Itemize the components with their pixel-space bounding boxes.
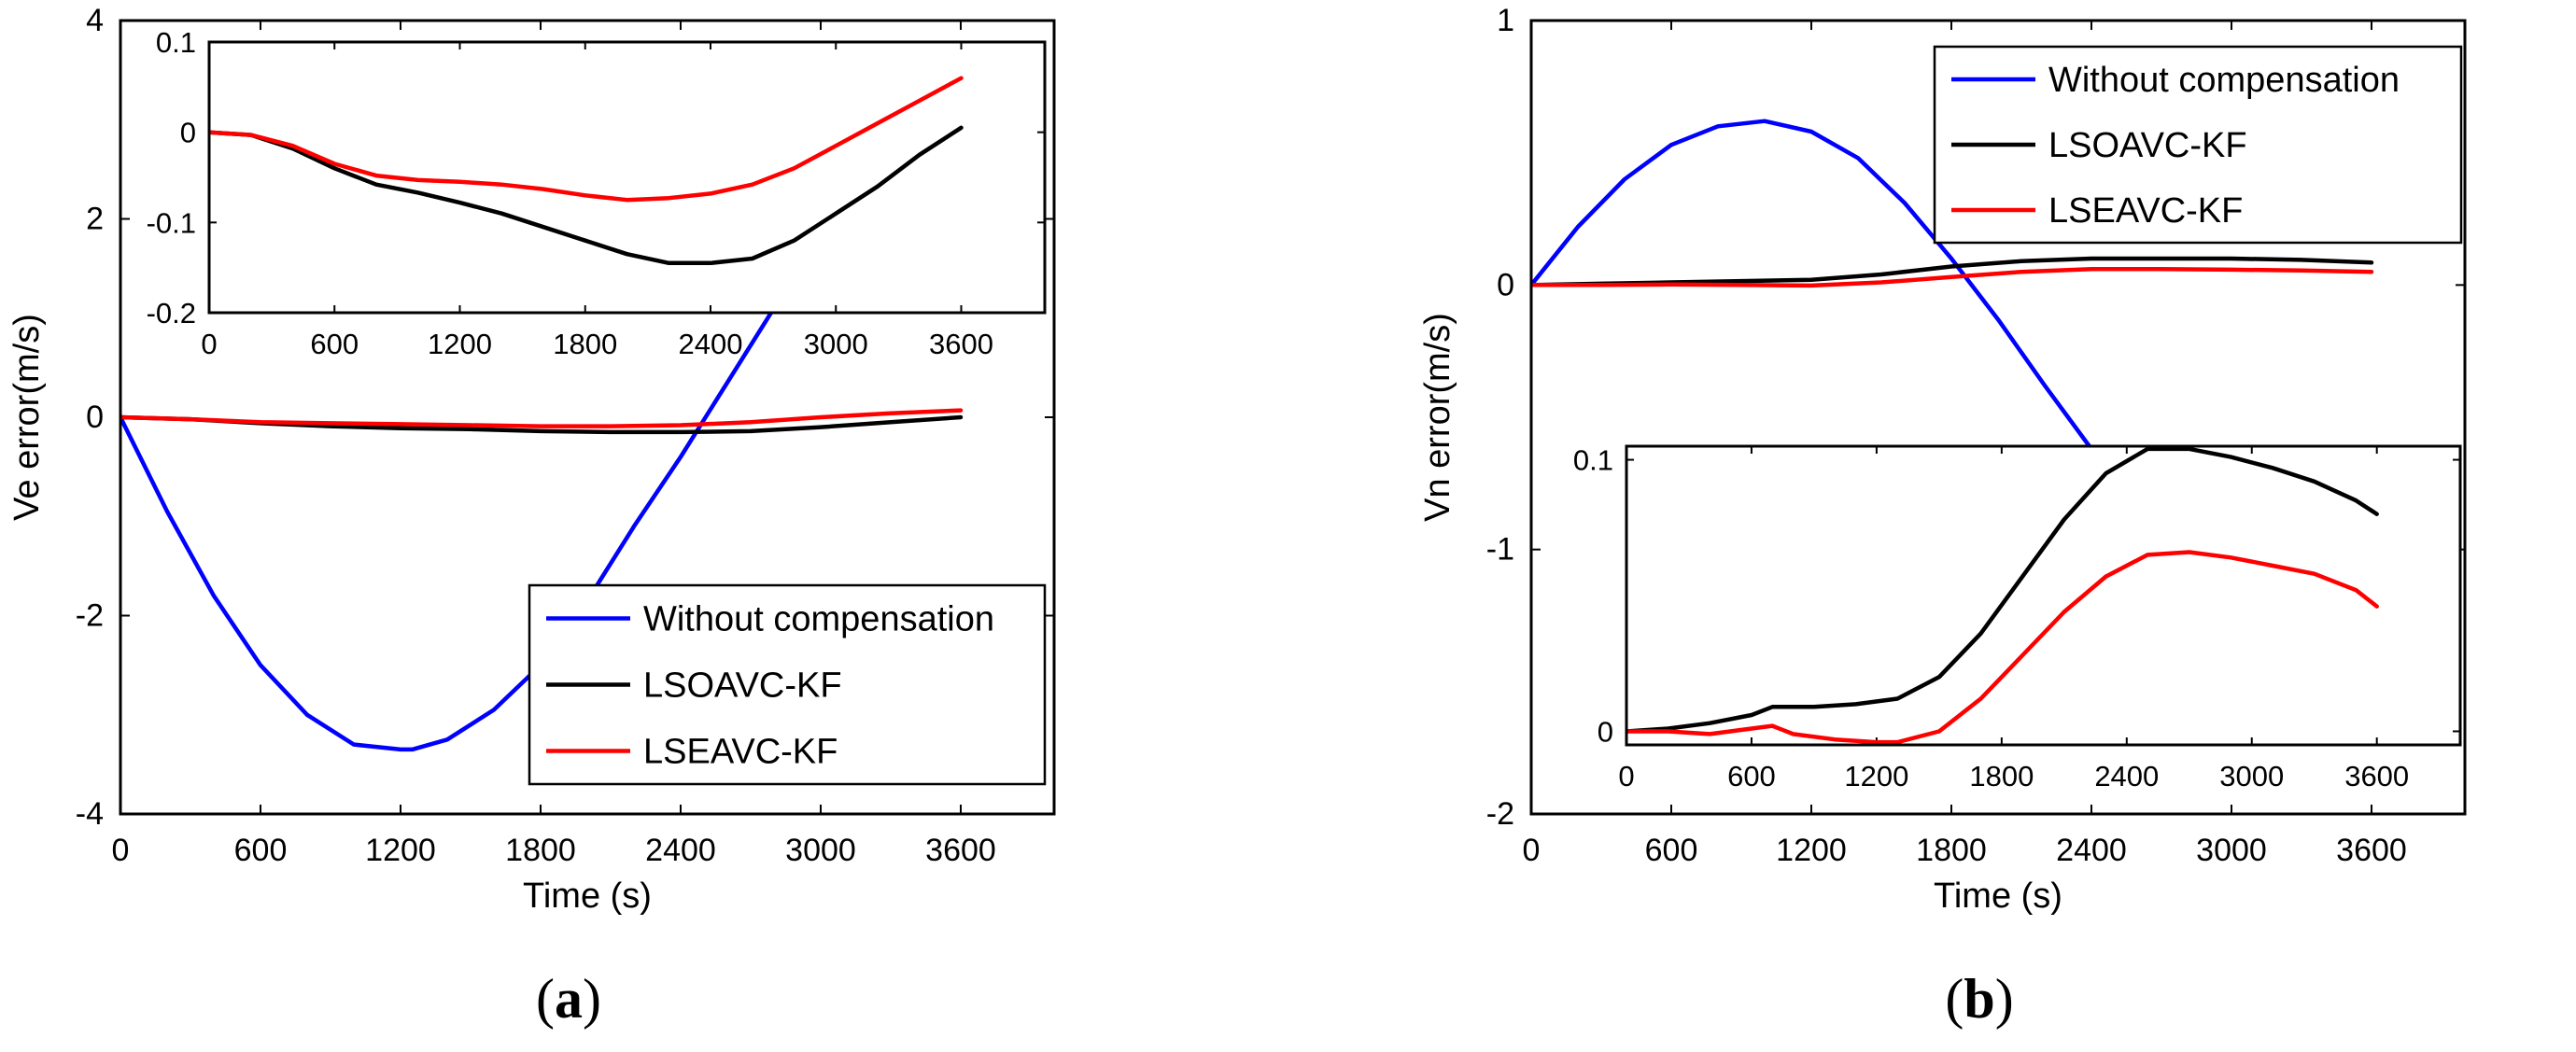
panel-a-inset-background — [209, 42, 1045, 313]
chart-panel-a: 0 600 1200 1800 2400 3000 3600 -4 -2 0 2 4 Time (s) V… — [7, 3, 1056, 1030]
panel-b-inset-background — [1626, 446, 2460, 745]
panel-b-y-tick-label: 1 — [1497, 3, 1514, 38]
panel-a-inset: 0 600 1200 1800 2400 3000 3600 -0.2 -0.1 0 0.1 — [147, 26, 1047, 360]
panel-b-inset-x-tick-label: 3000 — [2219, 760, 2284, 793]
panel-a-inset-x-tick-label: 0 — [201, 328, 217, 360]
panel-b-x-axis-label: Time (s) — [1934, 877, 2062, 916]
panel-a-x-tick-label: 1200 — [365, 833, 436, 868]
chart-panel-b: 0 600 1200 1800 2400 3000 3600 -2 -1 0 1 Time (s) Vn… — [1418, 3, 2467, 1030]
panel-a-y-tick-label: 4 — [86, 3, 104, 38]
panel-a-inset-y-tick-label: -0.1 — [147, 206, 196, 239]
panel-a-legend-label-lseavc-kf: LSEAVC-KF — [643, 733, 838, 772]
panel-a-inset-x-tick-label: 600 — [310, 328, 359, 360]
panel-b-panel-label-close: ) — [1995, 968, 2014, 1030]
panel-a-x-tick-label: 3000 — [785, 833, 856, 868]
panel-a-legend-label-without-compensation: Without compensation — [643, 600, 994, 639]
panel-b-x-tick-label: 2400 — [2056, 833, 2127, 868]
panel-a-inset-y-tick-label: 0 — [180, 117, 196, 149]
panel-a-panel-label-close: ) — [583, 968, 601, 1030]
panel-a-panel-label: (a) — [536, 968, 601, 1030]
panel-b-panel-label-letter: b — [1964, 968, 1994, 1030]
panel-b-inset: 0 600 1200 1800 2400 3000 3600 0 0.1 — [1573, 444, 2462, 793]
panel-a-x-axis-label: Time (s) — [523, 877, 652, 916]
panel-b-legend-label-lsoavc-kf: LSOAVC-KF — [2048, 126, 2247, 165]
panel-a-inset-frame — [207, 40, 1047, 315]
panel-b-inset-x-tick-label: 3600 — [2344, 760, 2409, 793]
panel-b-inset-x-tick-label: 600 — [1727, 760, 1776, 793]
panel-b-panel-label: (b) — [1945, 968, 2013, 1030]
panel-a-inset-x-tick-label: 2400 — [679, 328, 743, 360]
panel-a-x-tick-label: 1800 — [505, 833, 576, 868]
panel-a-x-tick-label: 600 — [234, 833, 288, 868]
panel-b-y-axis-label: Vn error(m/s) — [1418, 313, 1457, 522]
panel-a-inset-y-tick-label: -0.2 — [147, 297, 196, 330]
panel-a-y-tick-label: 2 — [86, 202, 104, 237]
panel-a-y-tick-label: -2 — [76, 598, 104, 634]
panel-a-plot-frame — [119, 19, 1056, 816]
panel-b-inset-y-tick-label: 0.1 — [1573, 444, 1613, 477]
panel-a-inset-x-tick-label: 1800 — [553, 328, 617, 360]
panel-b-inset-series-lsoavc-kf — [1626, 446, 2379, 734]
panel-b-series-without-compensation — [1531, 119, 2141, 512]
panel-b-inset-x-tick-label: 1800 — [1969, 760, 2034, 793]
panel-b-x-tick-label: 3600 — [2336, 833, 2407, 868]
panel-a-panel-label-open: ( — [536, 968, 555, 1030]
panel-b-legend-label-without-compensation: Without compensation — [2048, 61, 2400, 100]
panel-a-panel-label-letter: a — [555, 968, 583, 1030]
panel-a-y-axis-label: Ve error(m/s) — [7, 314, 47, 521]
panel-a-x-tick-label: 3600 — [925, 833, 996, 868]
panel-a-legend-label-lsoavc-kf: LSOAVC-KF — [643, 666, 842, 706]
panel-b-inset-x-tick-label: 2400 — [2094, 760, 2159, 793]
panel-b-y-tick-label: -1 — [1486, 532, 1514, 568]
panel-a-x-tick-label: 2400 — [645, 833, 716, 868]
panel-b-plot-frame — [1529, 19, 2467, 816]
panel-b-x-tick-label: 0 — [1523, 833, 1541, 868]
panel-a-inset-series-lseavc-kf — [209, 76, 964, 203]
panel-b-y-tick-label: 0 — [1497, 267, 1514, 302]
panel-b-legend-label-lseavc-kf: LSEAVC-KF — [2048, 191, 2243, 231]
panel-b-y-tick-label: -2 — [1486, 796, 1514, 832]
panel-a-y-tick-label: -4 — [76, 796, 104, 832]
panel-a-series-lseavc-kf — [120, 408, 964, 428]
panel-b-x-tick-label: 600 — [1645, 833, 1698, 868]
panel-b-x-tick-label: 1800 — [1916, 833, 1987, 868]
panel-b-series-lsoavc-kf — [1531, 256, 2374, 288]
panel-b-series-lseavc-kf — [1531, 267, 2374, 288]
panel-b-x-tick-label: 3000 — [2196, 833, 2267, 868]
panel-a-inset-series-lsoavc-kf — [209, 125, 964, 266]
panel-b-inset-x-tick-label: 1200 — [1844, 760, 1908, 793]
panel-b-inset-y-tick-label: 0 — [1598, 715, 1613, 748]
panel-a-inset-x-tick-label: 3600 — [929, 328, 993, 360]
panel-a-y-tick-label: 0 — [86, 400, 104, 435]
panel-b-x-tick-label: 1200 — [1776, 833, 1847, 868]
panel-a-x-tick-label: 0 — [112, 833, 130, 868]
panel-b-inset-frame — [1625, 444, 2462, 747]
panel-b-panel-label-open: ( — [1945, 968, 1964, 1030]
panel-b-inset-series-lseavc-kf — [1626, 550, 2379, 745]
panel-b-inset-x-tick-label: 0 — [1618, 760, 1634, 793]
panel-a-inset-x-tick-label: 1200 — [428, 328, 492, 360]
panel-a-inset-y-tick-label: 0.1 — [156, 26, 196, 59]
panel-a-inset-x-tick-label: 3000 — [804, 328, 868, 360]
